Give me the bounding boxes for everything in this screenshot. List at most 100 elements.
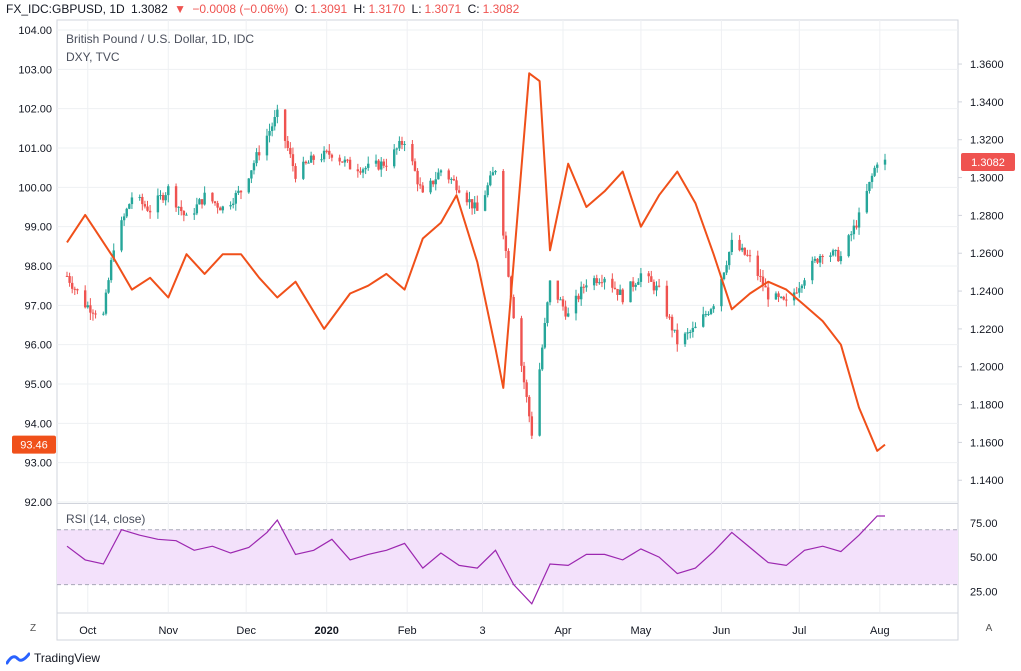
candle-up (829, 255, 832, 257)
candle-down (470, 199, 474, 209)
candle-down (143, 204, 147, 207)
rsi-line[interactable] (66, 515, 885, 605)
candle-up (683, 333, 687, 345)
candle-up (728, 252, 731, 266)
candle-up (276, 109, 279, 118)
x-tick-label: Jun (713, 625, 731, 637)
right-axis-tick-label: 1.1800 (970, 400, 1004, 412)
candle-up (307, 162, 310, 164)
candle-up (398, 140, 401, 149)
gbpusd-last-value: 1.3082 (971, 157, 1005, 169)
candle-up (185, 214, 188, 216)
candle-up (120, 220, 123, 251)
candle-up (270, 126, 274, 132)
candle-up (543, 323, 547, 348)
candle-up (585, 285, 588, 288)
candle-down (759, 275, 762, 277)
candle-up (730, 239, 733, 253)
candle-down (180, 206, 183, 212)
candle-up (489, 175, 492, 186)
candle-down (564, 306, 567, 317)
candle-down (325, 150, 328, 152)
low-value: 1.3071 (424, 2, 462, 16)
candle-up (883, 159, 887, 165)
candle-down (294, 166, 297, 179)
candle-down (556, 280, 560, 300)
candle-down (65, 275, 69, 277)
candle-up (343, 159, 347, 163)
candle-down (219, 207, 222, 211)
candle-down (382, 161, 386, 166)
x-tick-label: 3 (479, 625, 485, 637)
candle-down (457, 190, 461, 193)
candle-down (621, 289, 624, 303)
candle-up (704, 314, 708, 316)
dxy-last-value: 93.46 (20, 440, 48, 452)
tradingview-logo[interactable]: TradingView (6, 651, 100, 665)
candle-up (798, 288, 801, 293)
candle-down (291, 154, 295, 167)
candle-up (559, 299, 562, 301)
candle-up (232, 203, 235, 205)
rsi-legend[interactable]: RSI (14, close) (66, 512, 146, 526)
left-axis-tick-label: 101.00 (18, 143, 52, 155)
close-value: 1.3082 (482, 2, 520, 16)
auto-scale-button[interactable]: A (985, 623, 993, 634)
scale-z-button[interactable]: Z (29, 623, 37, 634)
candle-down (421, 185, 424, 193)
candle-down (289, 148, 292, 155)
candle-down (385, 165, 388, 167)
candle-down (213, 201, 217, 204)
candle-up (302, 161, 305, 179)
high-value: 1.3170 (368, 2, 406, 16)
candle-up (818, 256, 822, 263)
candle-up (592, 278, 596, 286)
candle-down (670, 316, 674, 331)
candle-up (712, 306, 715, 310)
candle-up (234, 192, 237, 204)
x-tick-label: Jul (792, 625, 806, 637)
dxy-line[interactable] (66, 72, 886, 452)
candle-up (434, 179, 437, 185)
candle-up (834, 250, 837, 252)
left-axis-tick-label: 103.00 (18, 64, 52, 76)
right-axis-tick-label: 1.3400 (970, 97, 1004, 109)
candle-up (603, 278, 606, 283)
candle-down (582, 286, 585, 288)
candle-down (528, 396, 531, 417)
candle-down (148, 210, 152, 213)
candle-down (341, 161, 344, 163)
candle-up (104, 292, 108, 314)
right-axis-tick-label: 1.3600 (970, 59, 1004, 71)
symbol-header: FX_IDC:GBPUSD, 1D 1.3082 ▼ −0.0008 (−0.0… (6, 2, 522, 16)
candle-down (657, 285, 661, 287)
overlay-series-legend[interactable]: DXY, TVC (66, 50, 120, 64)
low-label: L: (411, 2, 422, 16)
candle-up (164, 195, 167, 201)
candle-up (265, 135, 269, 156)
candle-up (374, 160, 378, 164)
symbol-label[interactable]: FX_IDC:GBPUSD, 1D (6, 2, 125, 16)
main-series-legend[interactable]: British Pound / U.S. Dollar, 1D, IDC (66, 32, 255, 46)
rsi-axis-tick-label: 25.00 (970, 586, 998, 598)
right-axis-tick-label: 1.2000 (970, 362, 1004, 374)
candle-down (785, 299, 788, 301)
candle-up (673, 329, 676, 331)
left-axis-tick-label: 94.00 (24, 418, 52, 430)
candle-up (574, 295, 578, 314)
candle-down (286, 140, 289, 149)
candle-down (400, 140, 404, 145)
candle-up (177, 206, 180, 208)
candle-up (237, 190, 240, 193)
candle-up (655, 285, 658, 291)
candle-up (159, 195, 162, 197)
candle-up (167, 186, 170, 196)
candle-down (761, 276, 765, 286)
candle-up (393, 149, 396, 167)
candle-down (73, 288, 76, 290)
candle-up (847, 235, 850, 257)
candle-down (652, 281, 656, 291)
left-axis-tick-label: 99.00 (24, 222, 52, 234)
last-price: 1.3082 (131, 2, 168, 16)
